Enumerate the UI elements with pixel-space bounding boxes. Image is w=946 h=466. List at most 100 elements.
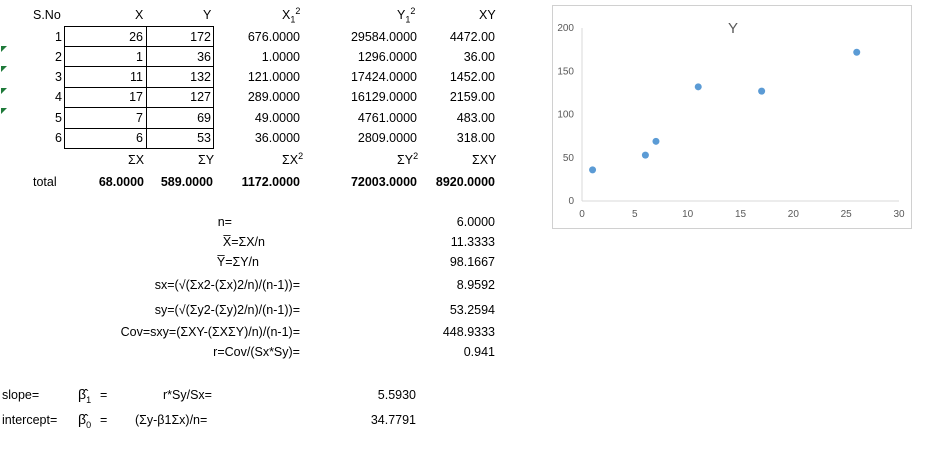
stat-mean-x-value[interactable]: 11.3333 xyxy=(450,235,495,249)
y-tick-label: 0 xyxy=(568,196,574,207)
grid-hline xyxy=(64,107,214,108)
total-y-squared[interactable]: 72003.0000 xyxy=(350,175,417,189)
header-y-squared: Y12 xyxy=(397,6,416,25)
cell-x-squared[interactable]: 676.0000 xyxy=(247,30,300,44)
stat-sx-value[interactable]: 8.9592 xyxy=(456,278,495,292)
cell-x[interactable]: 1 xyxy=(136,50,143,64)
slope-label: slope= xyxy=(2,388,40,402)
cell-y[interactable]: 172 xyxy=(190,30,211,44)
header-x: X xyxy=(135,8,144,22)
cell-x-squared[interactable]: 36.0000 xyxy=(254,131,300,145)
data-point xyxy=(694,83,702,91)
cell-error-indicator xyxy=(1,88,7,94)
cell-y[interactable]: 36 xyxy=(197,50,211,64)
y-tick-label: 200 xyxy=(557,23,574,34)
cell-x[interactable]: 26 xyxy=(129,30,143,44)
stat-sy-label: sy=(√(Σy2-(Σy)2/n)/(n-1))= xyxy=(154,303,300,317)
sum-label-x-squared: ΣX2 xyxy=(282,151,304,168)
stat-n-label: n= xyxy=(217,215,232,229)
cell-sno[interactable]: 3 xyxy=(55,70,62,84)
data-point xyxy=(652,137,660,145)
cell-xy[interactable]: 4472.00 xyxy=(449,30,495,44)
cell-x-squared[interactable]: 49.0000 xyxy=(254,111,300,125)
cell-y[interactable]: 69 xyxy=(197,111,211,125)
scatter-chart[interactable]: Y 0 50 100 150 200 0 5 10 15 20 25 30 xyxy=(552,5,912,229)
cell-y[interactable]: 132 xyxy=(190,70,211,84)
data-point xyxy=(853,48,861,56)
cell-y-squared[interactable]: 17424.0000 xyxy=(350,70,417,84)
intercept-value[interactable]: 34.7791 xyxy=(370,413,416,427)
stat-sy-value[interactable]: 53.2594 xyxy=(449,303,495,317)
cell-y-squared[interactable]: 2809.0000 xyxy=(357,131,417,145)
stat-r-label: r=Cov/(Sx*Sy)= xyxy=(213,345,300,359)
cell-y-squared[interactable]: 1296.0000 xyxy=(357,50,417,64)
x-tick-label: 15 xyxy=(735,209,747,220)
cell-x[interactable]: 17 xyxy=(129,90,143,104)
cell-error-indicator xyxy=(1,66,7,72)
intercept-equals: = xyxy=(100,413,108,427)
scatter-chart-svg: Y 0 50 100 150 200 0 5 10 15 20 25 30 xyxy=(557,20,905,220)
cell-sno[interactable]: 4 xyxy=(55,90,62,104)
y-tick-label: 50 xyxy=(563,153,575,164)
grid-hline xyxy=(64,66,214,67)
sum-label-x: ΣX xyxy=(128,153,145,167)
header-sno: S.No xyxy=(33,8,61,22)
total-label: total xyxy=(33,175,57,189)
cell-xy[interactable]: 2159.00 xyxy=(449,90,495,104)
cell-x-squared[interactable]: 1.0000 xyxy=(261,50,300,64)
cell-sno[interactable]: 1 xyxy=(55,30,62,44)
x-tick-label: 5 xyxy=(632,209,638,220)
stat-cov-label: Cov=sxy=(ΣXY-(ΣXΣY)/n)/(n-1)= xyxy=(120,325,300,339)
cell-x[interactable]: 11 xyxy=(130,70,143,84)
intercept-symbol: β̂0 xyxy=(78,411,92,430)
x-tick-label: 30 xyxy=(893,209,905,220)
data-point xyxy=(641,151,649,159)
cell-xy[interactable]: 483.00 xyxy=(456,111,495,125)
cell-x-squared[interactable]: 289.0000 xyxy=(247,90,300,104)
stat-cov-value[interactable]: 448.9333 xyxy=(442,325,495,339)
slope-symbol: β̂1 xyxy=(78,386,92,405)
slope-equals: = xyxy=(100,388,108,402)
y-tick-label: 100 xyxy=(557,110,574,121)
grid-hline xyxy=(64,87,214,88)
data-point xyxy=(758,87,766,95)
x-tick-label: 0 xyxy=(579,209,585,220)
slope-value[interactable]: 5.5930 xyxy=(377,388,416,402)
stat-n-value[interactable]: 6.0000 xyxy=(456,215,495,229)
cell-y-squared[interactable]: 29584.0000 xyxy=(350,30,417,44)
cell-sno[interactable]: 5 xyxy=(55,111,62,125)
stat-mean-y-label: Y̅=ΣY/n xyxy=(216,255,259,269)
total-xy[interactable]: 8920.0000 xyxy=(435,175,495,189)
intercept-formula: (Σy-β1Σx)/n= xyxy=(135,413,208,427)
cell-xy[interactable]: 36.00 xyxy=(463,50,495,64)
x-tick-label: 20 xyxy=(788,209,800,220)
cell-sno[interactable]: 6 xyxy=(55,131,62,145)
stat-sx-label: sx=(√(Σx2-(Σx)2/n)/(n-1))= xyxy=(154,278,300,292)
cell-sno[interactable]: 2 xyxy=(55,50,62,64)
x-tick-label: 10 xyxy=(682,209,694,220)
cell-x[interactable]: 6 xyxy=(136,131,143,145)
cell-error-indicator xyxy=(1,46,7,52)
cell-x[interactable]: 7 xyxy=(136,111,143,125)
x-tick-label: 25 xyxy=(841,209,853,220)
slope-formula: r*Sy/Sx= xyxy=(163,388,212,402)
y-tick-label: 150 xyxy=(557,66,574,77)
total-y[interactable]: 589.0000 xyxy=(160,175,213,189)
stat-mean-y-value[interactable]: 98.1667 xyxy=(449,255,495,269)
cell-y-squared[interactable]: 16129.0000 xyxy=(350,90,417,104)
total-x[interactable]: 68.0000 xyxy=(98,175,144,189)
cell-xy[interactable]: 1452.00 xyxy=(449,70,495,84)
header-x-squared: X12 xyxy=(282,6,301,25)
cell-xy[interactable]: 318.00 xyxy=(456,131,495,145)
cell-error-indicator xyxy=(1,108,7,114)
sum-label-y: ΣY xyxy=(198,153,215,167)
stat-r-value[interactable]: 0.941 xyxy=(463,345,495,359)
data-point xyxy=(589,166,597,174)
cell-y[interactable]: 127 xyxy=(190,90,211,104)
sum-label-y-squared: ΣY2 xyxy=(397,151,419,168)
cell-y-squared[interactable]: 4761.0000 xyxy=(357,111,417,125)
total-x-squared[interactable]: 1172.0000 xyxy=(241,175,300,189)
cell-x-squared[interactable]: 121.0000 xyxy=(247,70,300,84)
cell-y[interactable]: 53 xyxy=(197,131,211,145)
chart-title: Y xyxy=(728,20,738,37)
